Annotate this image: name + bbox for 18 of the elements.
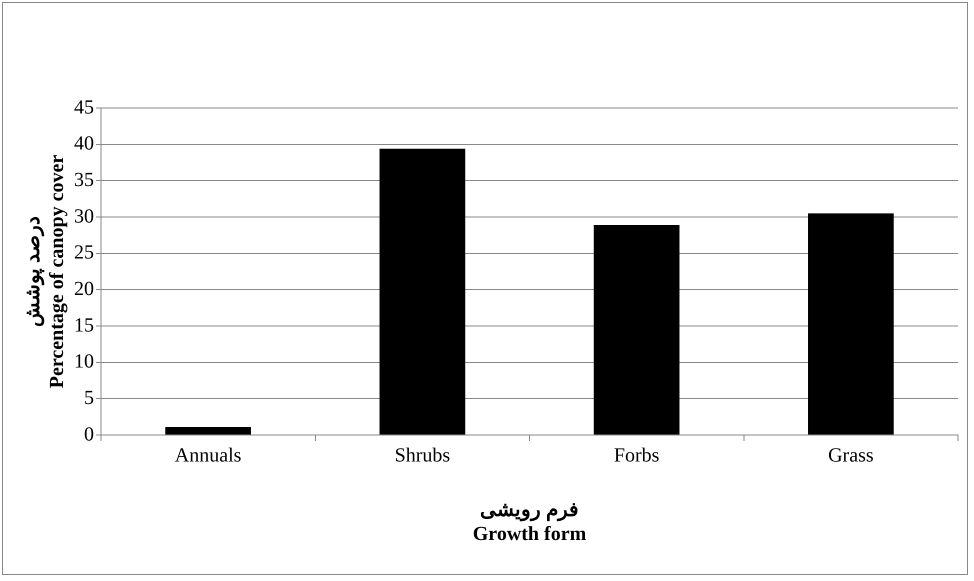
y-tick-label: 15	[74, 314, 94, 336]
y-tick-label: 0	[84, 423, 94, 446]
bar	[594, 224, 680, 434]
x-tick-label: Grass	[828, 444, 874, 466]
y-tick-label: 30	[74, 205, 94, 228]
bar	[380, 148, 466, 434]
y-tick-label: 45	[74, 96, 94, 118]
bar	[165, 427, 251, 434]
y-tick-label: 40	[74, 132, 94, 155]
x-tick-label: Shrubs	[394, 444, 450, 466]
y-tick-label: 35	[74, 168, 94, 191]
x-tick-label: Annuals	[174, 444, 242, 466]
y-tick-label: 10	[74, 350, 94, 373]
y-tick-label: 25	[74, 242, 94, 264]
x-tick-label: Forbs	[614, 444, 660, 466]
bar	[808, 213, 894, 434]
y-tick-label: 20	[74, 278, 94, 300]
y-tick-label: 5	[84, 386, 94, 409]
